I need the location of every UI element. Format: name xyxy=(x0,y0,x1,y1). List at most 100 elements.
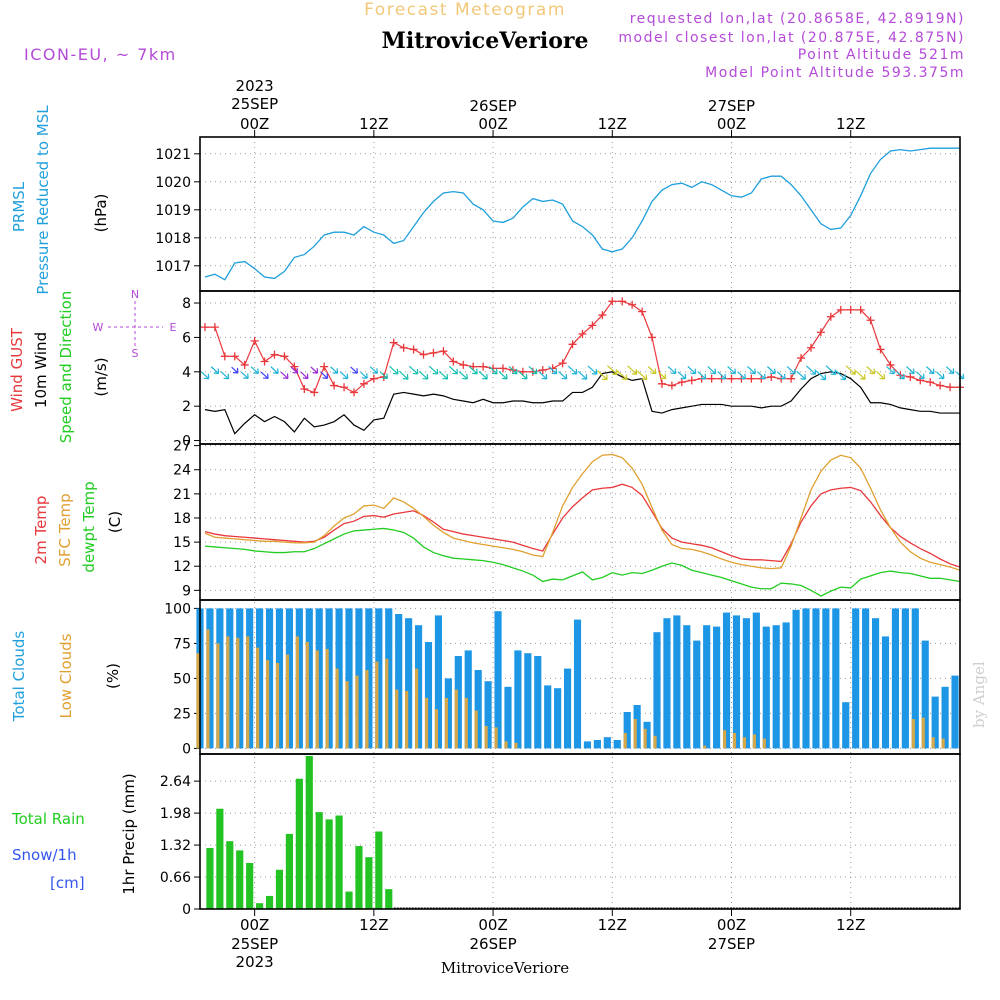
low-cloud-bar xyxy=(474,710,478,749)
wind-gust-marker xyxy=(419,350,428,359)
total-cloud-bar xyxy=(693,640,701,749)
total-cloud-bar xyxy=(315,608,323,749)
total-cloud-bar xyxy=(573,619,582,749)
wind-gust-marker xyxy=(330,381,339,390)
total-cloud-bar xyxy=(414,625,423,749)
wind-gust-marker xyxy=(598,311,607,320)
temp-unit: (C) xyxy=(106,511,124,533)
wind-gust-marker xyxy=(230,352,239,361)
low-cloud-bar xyxy=(643,728,647,749)
wind-direction-arrow xyxy=(796,370,806,380)
wind-gust-marker xyxy=(787,374,796,383)
wind-direction-arrow xyxy=(339,371,349,380)
precip-bar xyxy=(335,815,343,909)
wind-direction-arrow xyxy=(250,366,259,375)
total-cloud-bar xyxy=(345,608,353,749)
low-cloud-bar xyxy=(405,691,409,749)
wind-direction-arrow xyxy=(936,371,945,380)
compass-south: S xyxy=(132,347,139,360)
panel-frame xyxy=(199,290,961,445)
wind-direction-arrow xyxy=(320,371,329,379)
wind-gust-marker xyxy=(449,357,458,366)
y-tick-label: 75 xyxy=(173,636,191,652)
wind-direction-arrow xyxy=(518,371,528,380)
y-tick-label: 1018 xyxy=(155,231,191,247)
panel-frame xyxy=(199,443,961,601)
low-cloud-bar xyxy=(216,643,220,749)
total-cloud-bar xyxy=(395,614,403,749)
wind-gust-marker xyxy=(906,372,915,381)
x-tick-label-bottom: 12Z xyxy=(598,916,627,934)
low-cloud-bar xyxy=(434,709,439,749)
precip-bar xyxy=(385,889,393,909)
total-cloud-bar xyxy=(256,608,264,749)
total-cloud-bar xyxy=(951,675,959,749)
wind-gust-marker xyxy=(250,336,259,345)
low-cloud-bar xyxy=(395,689,399,749)
total-cloud-bar xyxy=(941,686,949,749)
low-cloud-bar xyxy=(514,742,518,749)
y-tick-label: 8 xyxy=(182,296,191,312)
wind-direction-arrow xyxy=(647,366,657,375)
precip-bar xyxy=(226,841,234,909)
wind-direction-arrow xyxy=(528,365,538,375)
low-cloud-bar xyxy=(206,629,210,749)
total-cloud-bar xyxy=(524,653,532,749)
temp-sfc-label: SFC Temp xyxy=(56,493,74,566)
total-cloud-bar xyxy=(206,608,214,749)
wind-direction-arrow xyxy=(786,365,796,375)
wind-gust-marker xyxy=(657,379,666,388)
plot-layer: 1017101810191020102102468912151821242702… xyxy=(155,77,965,971)
wind-direction-arrow xyxy=(855,370,866,380)
compass-west: W xyxy=(93,321,104,334)
low-cloud-bar xyxy=(454,689,458,749)
wind-gust-marker xyxy=(260,357,269,366)
total-cloud-bar xyxy=(782,622,790,749)
total-cloud-bar xyxy=(772,625,780,749)
panel-frame xyxy=(199,753,961,910)
wind-direction-arrow xyxy=(805,365,817,375)
requested-lonlat: requested lon,lat (20.8658E, 42.8919N) xyxy=(630,11,965,27)
total-cloud-bar xyxy=(633,705,641,749)
prmsl-unit: (hPa) xyxy=(92,194,110,233)
wind-direction-arrow xyxy=(330,366,339,374)
wind-gust-marker xyxy=(826,312,835,321)
wind-direction-arrow xyxy=(945,366,955,375)
precip-bar xyxy=(365,857,373,909)
low-cloud-bar xyxy=(941,738,945,749)
wind-direction-arrow xyxy=(587,365,598,375)
y-tick-label: 21 xyxy=(173,487,191,503)
total-cloud-bar xyxy=(454,656,462,749)
total-cloud-bar xyxy=(275,608,284,749)
total-cloud-bar xyxy=(325,608,333,749)
y-tick-label: 1019 xyxy=(155,203,191,219)
wind-direction-arrow xyxy=(657,371,667,380)
total-cloud-bar xyxy=(226,608,234,749)
wind-direction-arrow xyxy=(617,370,628,381)
wind-gust-marker xyxy=(349,388,358,397)
wind-gust-marker xyxy=(300,384,309,393)
compass-icon: N S W E xyxy=(93,288,177,360)
station-title: MitroviceVeriore xyxy=(382,28,589,54)
x-tick-label-bottom: 00Z xyxy=(240,916,269,934)
low-cloud-bar xyxy=(424,698,429,749)
y-tick-label: 15 xyxy=(173,535,191,551)
low-cloud-bar xyxy=(742,737,747,749)
date-label-bottom: 26SEP xyxy=(470,935,517,953)
y-tick-label: 12 xyxy=(173,559,191,575)
y-tick-label: 1017 xyxy=(155,259,191,275)
wind-gust-marker xyxy=(429,348,438,357)
low-cloud-bar xyxy=(256,647,260,749)
wind-gust-marker xyxy=(340,383,349,392)
wind-direction-arrow xyxy=(360,371,368,379)
total-cloud-bar xyxy=(424,642,433,749)
cloud-low-label: Low Clouds xyxy=(57,633,75,718)
low-cloud-bar xyxy=(375,661,379,749)
wind-direction-arrow xyxy=(577,370,588,380)
precip-bar xyxy=(216,808,224,909)
wind-gust-marker xyxy=(538,366,547,375)
year-label-bottom: 2023 xyxy=(236,953,274,971)
low-cloud-bar xyxy=(911,719,915,749)
precip-bar xyxy=(246,862,254,909)
total-cloud-bar xyxy=(305,608,313,749)
